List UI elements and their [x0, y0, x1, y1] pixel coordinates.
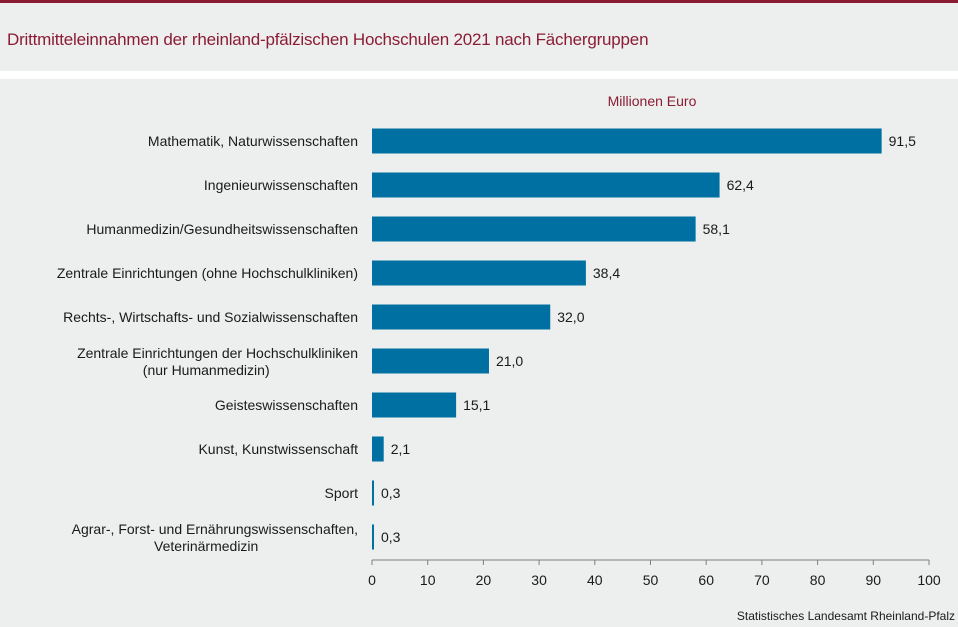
x-tick-label: 90	[866, 572, 882, 588]
x-tick-label: 50	[643, 572, 659, 588]
x-tick-label: 40	[587, 572, 603, 588]
chart-title: Drittmitteleinnahmen der rheinland-pfälz…	[7, 30, 649, 49]
bar	[372, 172, 720, 198]
bar	[372, 480, 374, 506]
category-label: Kunst, Kunstwissenschaft	[198, 441, 358, 457]
value-label: 32,0	[557, 309, 584, 325]
x-tick-label: 60	[698, 572, 714, 588]
category-label: Sport	[325, 485, 359, 501]
value-label: 2,1	[391, 441, 411, 457]
bar-chart: Millionen Euro 91,5 Mathematik, Naturwisse…	[57, 93, 941, 588]
category-label: Zentrale Einrichtungen (ohne Hochschulkl…	[57, 265, 358, 281]
category-label: Mathematik, Naturwissenschaften	[148, 133, 358, 149]
x-tick-label: 80	[810, 572, 826, 588]
bar	[372, 392, 457, 418]
bar	[372, 260, 586, 286]
value-label: 21,0	[496, 353, 523, 369]
bar	[372, 436, 384, 462]
x-tick-label: 30	[531, 572, 547, 588]
x-tick-label: 10	[420, 572, 436, 588]
category-label: Ingenieurwissenschaften	[204, 177, 358, 193]
bar	[372, 524, 374, 550]
bar	[372, 216, 696, 242]
value-label: 0,3	[381, 529, 401, 545]
value-label: 0,3	[381, 485, 401, 501]
category-label: Zentrale Einrichtungen der Hochschulklin…	[77, 345, 358, 361]
value-label: 15,1	[463, 397, 490, 413]
x-tick-label: 0	[368, 572, 376, 588]
category-label-line2: (nur Humanmedizin)	[143, 362, 270, 378]
source-note: Statistisches Landesamt Rheinland-Pfalz	[736, 609, 955, 623]
value-label: 38,4	[593, 265, 620, 281]
category-label: Rechts-, Wirtschafts- und Sozialwissensc…	[63, 309, 358, 325]
x-tick-label: 100	[917, 572, 941, 588]
category-label: Agrar-, Forst- und Ernährungswissenschaf…	[72, 521, 358, 537]
category-label: Humanmedizin/Gesundheitswissenschaften	[86, 221, 358, 237]
category-label: Geisteswissenschaften	[215, 397, 358, 413]
bar	[372, 128, 882, 154]
value-label: 91,5	[889, 133, 916, 149]
top-accent-rule	[0, 0, 958, 3]
bar	[372, 304, 551, 330]
value-label: 58,1	[703, 221, 730, 237]
category-label-line2: Veterinärmedizin	[154, 538, 258, 554]
value-label: 62,4	[727, 177, 754, 193]
unit-label: Millionen Euro	[608, 93, 697, 109]
bar	[372, 348, 489, 374]
chart-panel: Millionen Euro 91,5 Mathematik, Naturwisse…	[0, 79, 958, 627]
header-panel: Drittmitteleinnahmen der rheinland-pfälz…	[0, 3, 958, 71]
x-tick-label: 70	[754, 572, 770, 588]
x-tick-label: 20	[476, 572, 492, 588]
